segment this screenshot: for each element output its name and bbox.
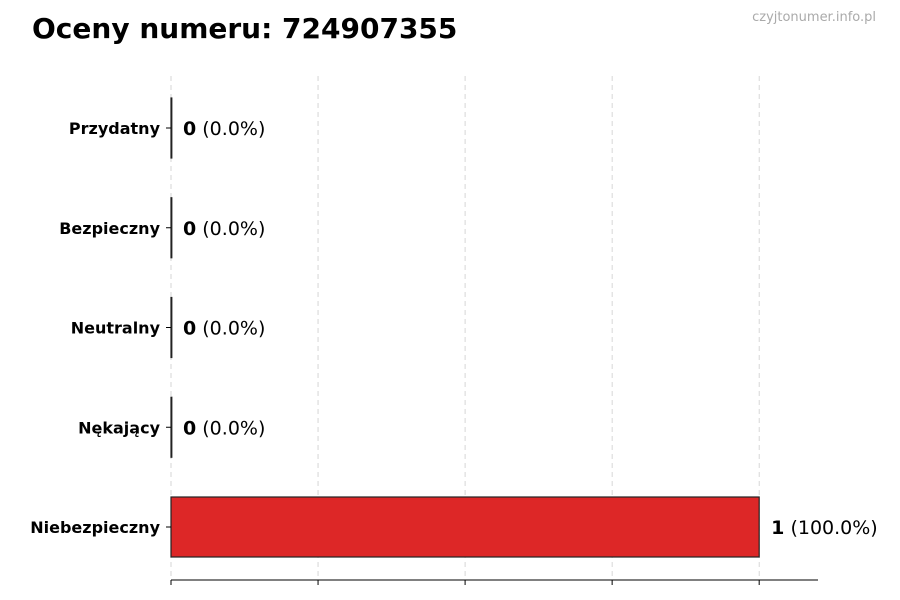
bar bbox=[170, 97, 173, 159]
data-label-percent: (0.0%) bbox=[196, 318, 265, 340]
y-tick-label: Niebezpieczny bbox=[30, 518, 160, 537]
data-label-count: 0 bbox=[183, 118, 196, 140]
data-label-count: 0 bbox=[183, 417, 196, 439]
data-label: 0 (0.0%) bbox=[183, 218, 265, 240]
data-label-count: 0 bbox=[183, 318, 196, 340]
data-label-percent: (0.0%) bbox=[196, 118, 265, 140]
data-label: 0 (0.0%) bbox=[183, 318, 265, 340]
watermark: czyjtonumer.info.pl bbox=[752, 10, 876, 25]
chart-title: Oceny numeru: 724907355 bbox=[32, 12, 458, 45]
y-tick-label: Bezpieczny bbox=[59, 219, 160, 238]
y-tick-label: Neutralny bbox=[71, 319, 161, 338]
data-label-count: 0 bbox=[183, 218, 196, 240]
data-label: 1 (100.0%) bbox=[771, 517, 878, 539]
bar bbox=[170, 197, 173, 259]
data-label-percent: (100.0%) bbox=[784, 517, 877, 539]
data-label: 0 (0.0%) bbox=[183, 118, 265, 140]
data-label-count: 1 bbox=[771, 517, 784, 539]
data-label-percent: (0.0%) bbox=[196, 417, 265, 439]
data-label-percent: (0.0%) bbox=[196, 218, 265, 240]
y-tick-label: Przydatny bbox=[69, 119, 161, 138]
data-label: 0 (0.0%) bbox=[183, 417, 265, 439]
bar bbox=[170, 396, 173, 458]
y-tick-label: Nękający bbox=[78, 418, 160, 437]
bar bbox=[170, 296, 173, 359]
bar bbox=[170, 496, 760, 558]
